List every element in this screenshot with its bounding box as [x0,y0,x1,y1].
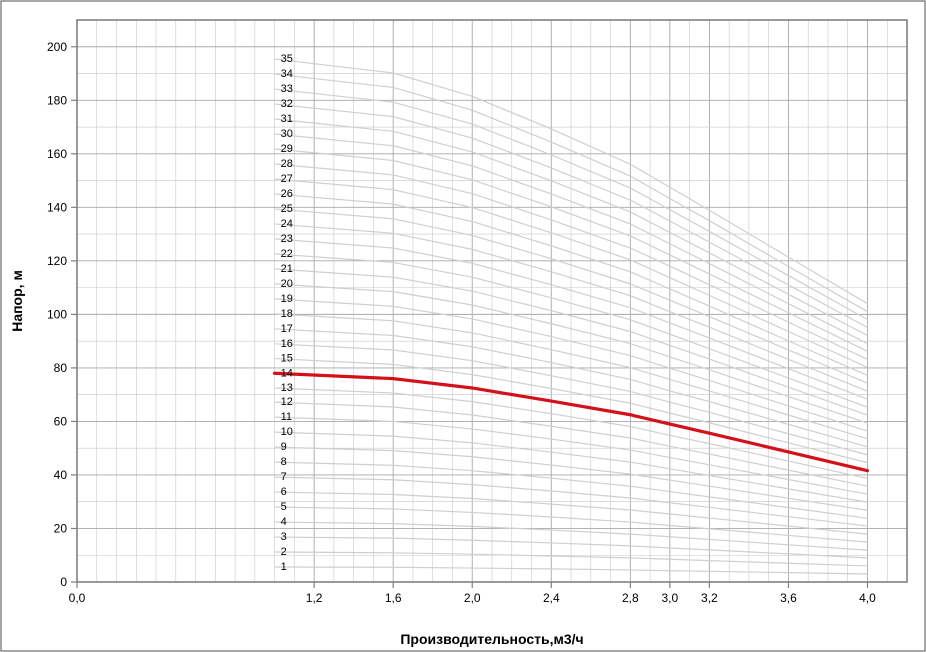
y-tick-label: 60 [54,414,68,428]
x-tick-label: 3,0 [662,591,679,605]
series-label: 2 [281,546,287,558]
series-label: 17 [281,323,293,335]
series-label: 7 [281,471,287,483]
series-label: 4 [281,516,287,528]
x-tick-label: 0,0 [69,591,86,605]
y-axis-label: Напор, м [9,270,25,332]
series-label: 14 [281,367,293,379]
y-tick-label: 40 [54,468,68,482]
y-tick-label: 140 [47,200,67,214]
y-tick-label: 200 [47,40,67,54]
series-label: 15 [281,353,293,365]
series-label: 29 [281,143,293,155]
series-label: 3 [281,531,287,543]
pump-curves-chart: 0,0 1,2 1,6 2,0 2,4 2,8 3,0 3,2 3,6 4,0 0 20 40 60 80 1… [0,0,926,652]
x-tick-label: 3,2 [701,591,718,605]
series-label: 21 [281,263,293,275]
x-tick-label: 4,0 [859,591,876,605]
y-tick-label: 100 [47,307,67,321]
series-label: 24 [281,218,293,230]
chart-container: 0,0 1,2 1,6 2,0 2,4 2,8 3,0 3,2 3,6 4,0 0 20 40 60 80 1… [0,0,926,652]
series-label: 32 [281,98,293,110]
y-tick-label: 80 [54,361,68,375]
series-label: 20 [281,278,293,290]
series-label: 8 [281,456,287,468]
y-tick-label: 20 [54,521,68,535]
x-tick-label: 2,0 [464,591,481,605]
series-label: 25 [281,203,293,215]
series-label: 26 [281,188,293,200]
x-tick-label: 1,6 [385,591,402,605]
x-tick-label: 3,6 [780,591,797,605]
series-label: 34 [281,68,293,80]
series-label: 31 [281,113,293,125]
series-label: 9 [281,441,287,453]
series-label: 13 [281,382,293,394]
y-tick-label: 0 [60,575,67,589]
series-label: 18 [281,308,293,320]
series-label: 11 [281,411,292,423]
y-tick-label: 180 [47,93,67,107]
x-tick-label: 2,8 [622,591,639,605]
series-label: 22 [281,248,293,260]
series-label: 6 [281,486,287,498]
x-tick-label: 1,2 [306,591,323,605]
series-label: 16 [281,338,293,350]
y-tick-label: 120 [47,254,67,268]
series-label: 35 [281,53,293,65]
series-label: 27 [281,173,293,185]
series-label: 23 [281,233,293,245]
series-label: 12 [281,396,293,408]
series-label: 33 [281,83,293,95]
series-label: 28 [281,158,293,170]
x-axis-label: Производительность,м3/ч [400,631,583,647]
series-label: 10 [281,426,293,438]
series-label: 1 [281,561,287,573]
series-label: 30 [281,128,293,140]
y-tick-label: 160 [47,147,67,161]
x-tick-label: 2,4 [543,591,560,605]
series-label: 5 [281,501,287,513]
series-label: 19 [281,293,293,305]
